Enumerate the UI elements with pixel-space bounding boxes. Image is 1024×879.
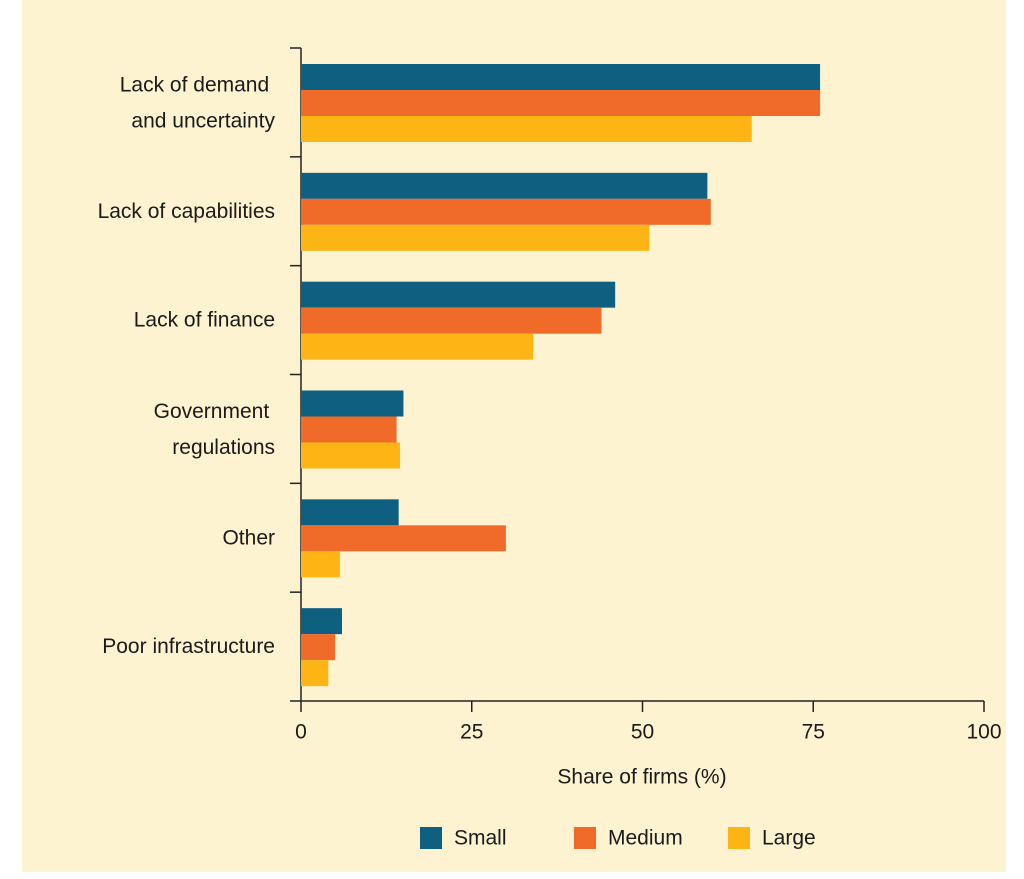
x-tick-label: 25 <box>460 721 483 744</box>
x-tick-label: 50 <box>631 721 654 744</box>
bar <box>301 416 397 443</box>
legend-label: Small <box>454 827 507 850</box>
bar <box>301 116 752 142</box>
category-label: Poor infrastructure <box>102 635 275 658</box>
legend-swatch <box>420 827 442 849</box>
bar <box>301 198 711 225</box>
bar <box>301 442 401 469</box>
bar <box>301 499 399 526</box>
bar <box>301 634 336 661</box>
legend-swatch <box>574 827 596 849</box>
bar <box>301 390 404 417</box>
category-label: Lack of capabilities <box>98 200 275 223</box>
bar <box>301 172 708 199</box>
legend-label: Large <box>762 827 816 850</box>
category-label: Other <box>222 526 275 549</box>
bar <box>301 660 329 687</box>
x-tick-label: 75 <box>802 721 825 744</box>
bar <box>301 281 616 308</box>
bar <box>301 551 340 578</box>
bar <box>301 608 342 635</box>
bar <box>301 90 821 116</box>
legend-swatch <box>728 827 750 849</box>
bar <box>301 307 602 334</box>
bar <box>301 64 821 90</box>
x-tick-label: 0 <box>295 721 307 744</box>
x-axis-label: Share of firms (%) <box>557 766 726 789</box>
category-label: Government regulations <box>154 399 275 458</box>
bar <box>301 333 534 360</box>
x-tick-label: 100 <box>966 721 1001 744</box>
category-label: Lack of demand and uncertainty <box>120 73 276 132</box>
legend-label: Medium <box>608 827 683 850</box>
bar <box>301 224 650 251</box>
bar <box>301 525 506 552</box>
category-label: Lack of finance <box>134 309 275 332</box>
chart-background <box>22 0 1006 872</box>
